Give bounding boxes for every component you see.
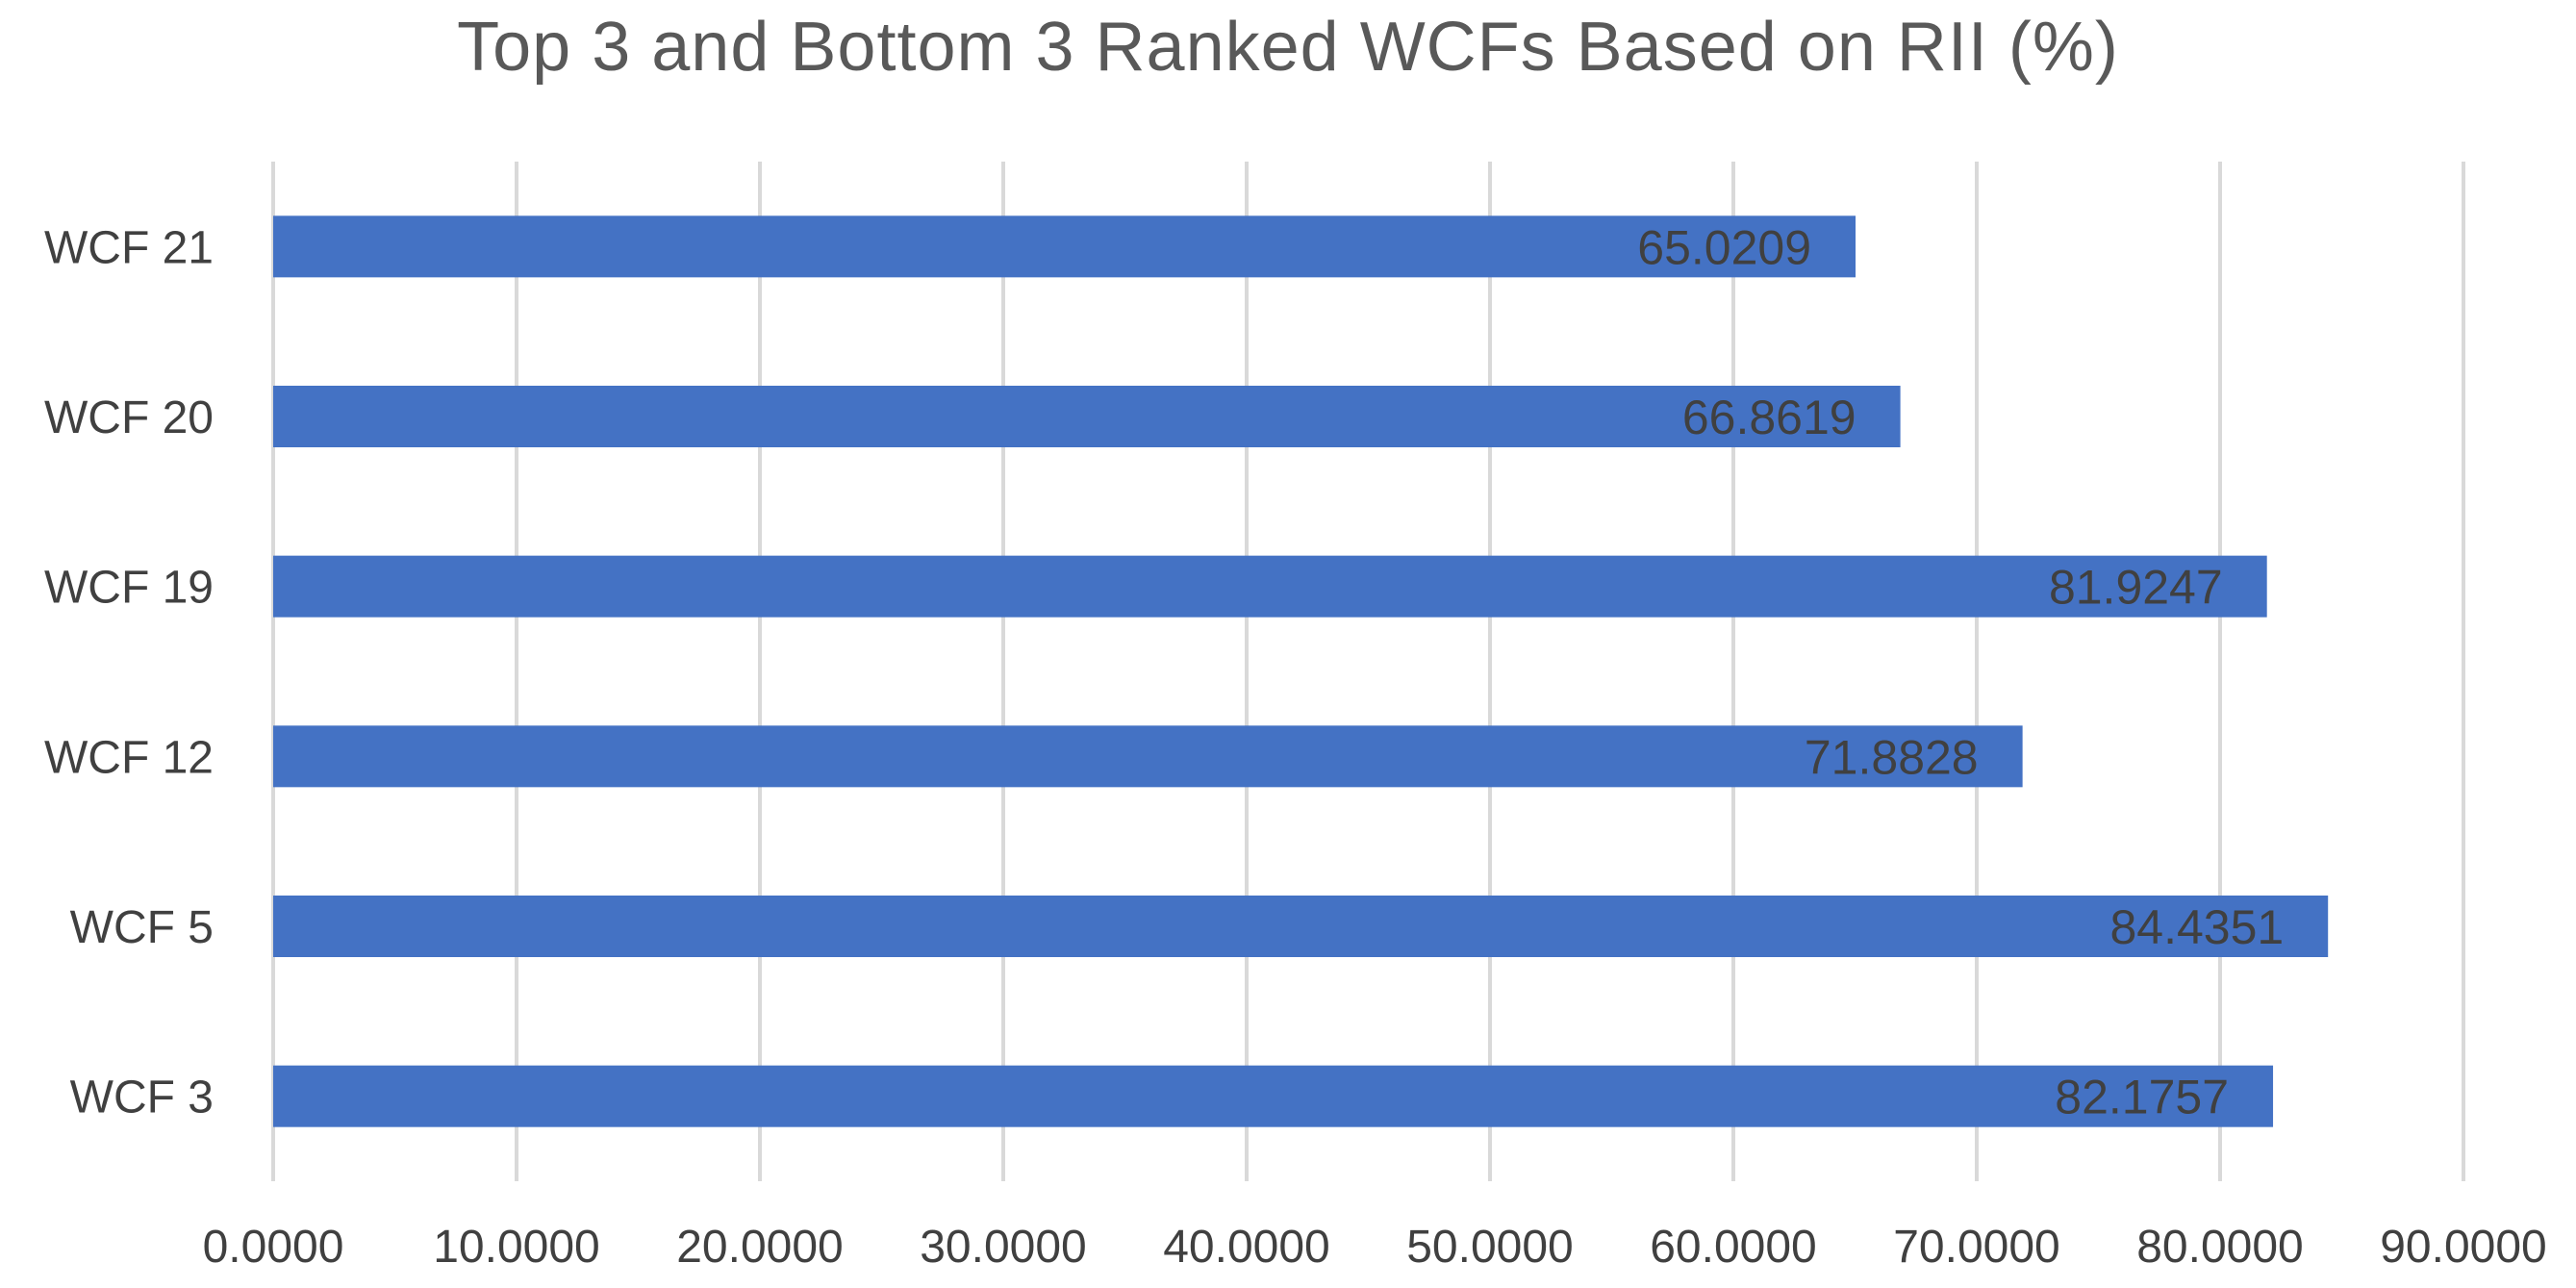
data-label: 81.9247 — [2049, 561, 2223, 615]
y-tick-label: WCF 12 — [44, 732, 214, 783]
data-label: 66.8619 — [1682, 391, 1856, 444]
x-tick-label: 70.0000 — [1893, 1222, 2060, 1273]
x-tick-label: 30.0000 — [920, 1222, 1087, 1273]
data-label: 65.0209 — [1637, 220, 1811, 274]
x-tick-label: 0.0000 — [203, 1222, 344, 1273]
y-tick-label: WCF 21 — [44, 222, 214, 273]
x-tick-label: 60.0000 — [1650, 1222, 1817, 1273]
y-tick-label: WCF 3 — [70, 1073, 214, 1124]
x-tick-label: 10.0000 — [433, 1222, 600, 1273]
bar — [273, 896, 2329, 957]
bar — [273, 386, 1901, 447]
x-tick-label: 40.0000 — [1163, 1222, 1330, 1273]
y-tick-label: WCF 5 — [70, 902, 214, 953]
x-tick-label: 90.0000 — [2380, 1222, 2547, 1273]
bar — [273, 215, 1856, 278]
x-tick-label: 80.0000 — [2136, 1222, 2304, 1273]
data-label: 71.8828 — [1805, 730, 1979, 784]
bar — [273, 1065, 2274, 1127]
chart-title: Top 3 and Bottom 3 Ranked WCFs Based on … — [457, 9, 2119, 86]
y-tick-label: WCF 20 — [44, 392, 214, 443]
data-label: 82.1757 — [2055, 1071, 2229, 1124]
x-tick-label: 20.0000 — [676, 1222, 844, 1273]
x-tick-label: 50.0000 — [1406, 1222, 1574, 1273]
bar — [273, 555, 2267, 618]
data-label: 84.4351 — [2109, 900, 2284, 954]
y-tick-label: WCF 19 — [44, 563, 214, 614]
bar — [273, 725, 2023, 788]
